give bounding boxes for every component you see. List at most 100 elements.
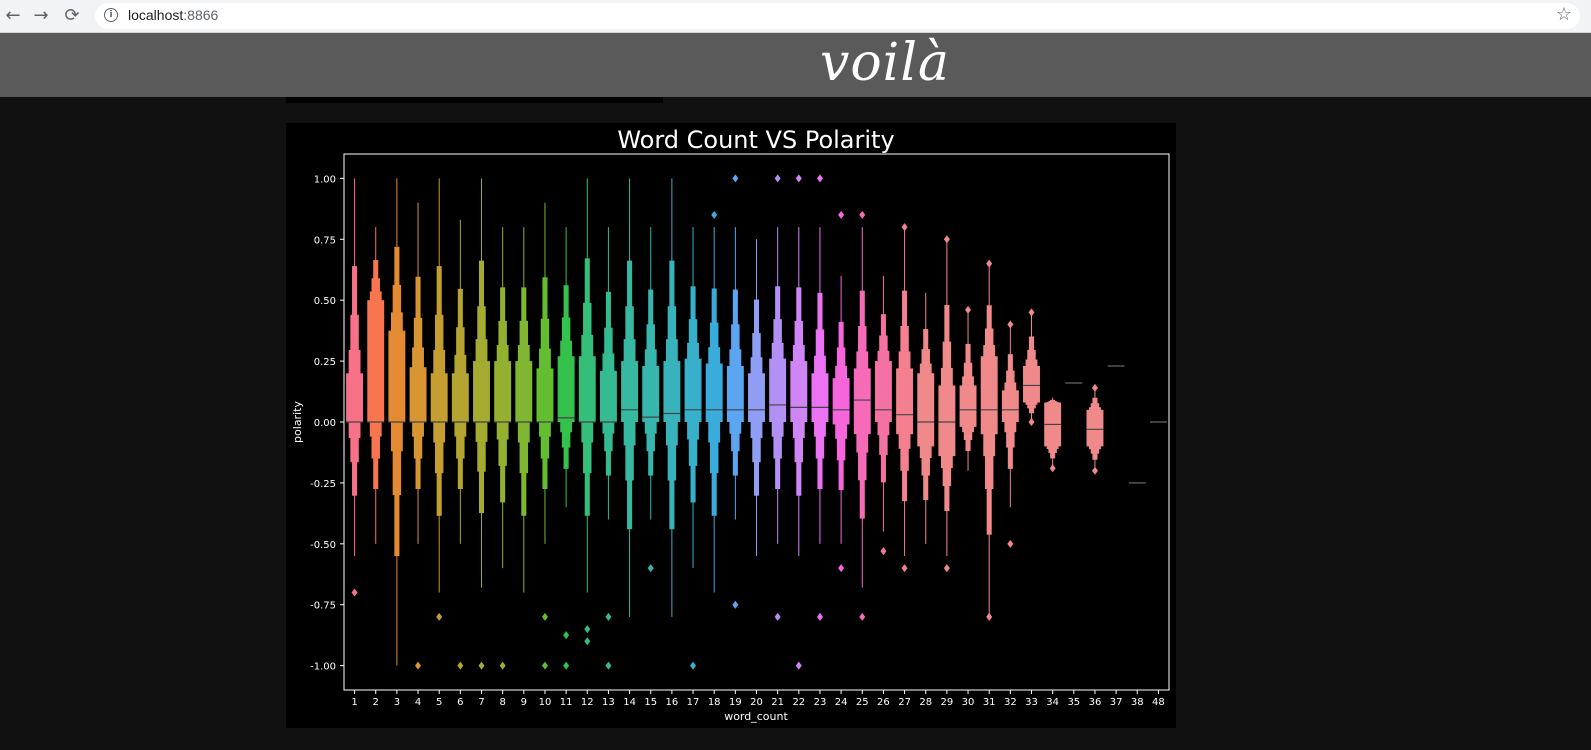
site-info-icon[interactable]: i bbox=[104, 8, 118, 22]
voila-header: voilà bbox=[0, 33, 1591, 97]
box-36 bbox=[1086, 383, 1104, 475]
iqr-box bbox=[663, 361, 681, 422]
box-19 bbox=[726, 174, 744, 609]
box-28 bbox=[917, 292, 935, 544]
box-17 bbox=[684, 227, 702, 670]
iqr-box bbox=[790, 361, 808, 422]
outlier-point bbox=[1091, 383, 1098, 392]
outlier-point bbox=[859, 210, 866, 219]
x-tick-label: 29 bbox=[941, 697, 954, 708]
box-14 bbox=[621, 178, 639, 617]
x-tick-label: 6 bbox=[457, 697, 463, 708]
outlier-point bbox=[351, 588, 358, 597]
box-33 bbox=[1023, 308, 1040, 426]
y-axis-label: polarity bbox=[291, 401, 304, 443]
outlier-point bbox=[1007, 320, 1014, 329]
box-2 bbox=[367, 227, 385, 544]
iqr-box bbox=[748, 373, 765, 422]
outlier-point bbox=[901, 564, 908, 573]
box-29 bbox=[938, 235, 956, 573]
outlier-point bbox=[478, 661, 485, 670]
back-icon[interactable]: ← bbox=[5, 5, 21, 26]
x-tick-label: 25 bbox=[856, 697, 869, 708]
box-5 bbox=[430, 178, 448, 621]
x-tick-label: 7 bbox=[478, 697, 484, 708]
x-tick-label: 38 bbox=[1131, 697, 1144, 708]
box-21 bbox=[769, 174, 787, 621]
reload-icon[interactable]: ⟳ bbox=[64, 5, 80, 26]
url-port: :8866 bbox=[183, 7, 219, 23]
outlier-point bbox=[457, 661, 464, 670]
box-1 bbox=[346, 178, 364, 597]
x-tick-label: 17 bbox=[687, 697, 700, 708]
box-23 bbox=[811, 174, 829, 621]
iqr-box bbox=[599, 370, 617, 422]
outlier-point bbox=[986, 612, 993, 621]
url-host: localhost bbox=[128, 7, 184, 23]
x-tick-label: 33 bbox=[1025, 697, 1038, 708]
iqr-box bbox=[1086, 409, 1104, 447]
chart-figure: Word Count VS Polarity 1.00 0.75 0.50 0.25 0… bbox=[286, 123, 1176, 728]
outlier-point bbox=[774, 174, 781, 183]
outlier-point bbox=[647, 564, 654, 573]
iqr-box bbox=[726, 365, 744, 422]
y-tick-label: 0.75 bbox=[314, 235, 336, 246]
outlier-point bbox=[880, 547, 887, 556]
iqr-box bbox=[1023, 365, 1040, 403]
box-31 bbox=[980, 259, 998, 621]
box-22 bbox=[790, 174, 808, 670]
y-tick-label: -1.00 bbox=[310, 662, 336, 673]
box-15 bbox=[642, 227, 660, 573]
outlier-point bbox=[1049, 464, 1056, 473]
iqr-box bbox=[769, 358, 787, 422]
x-tick-label: 34 bbox=[1046, 697, 1059, 708]
iqr-box bbox=[811, 373, 829, 422]
outlier-point bbox=[584, 625, 591, 634]
iqr-box bbox=[642, 365, 660, 422]
outlier-point bbox=[965, 305, 972, 314]
outlier-point bbox=[563, 631, 570, 640]
iqr-box bbox=[557, 356, 575, 422]
iqr-box bbox=[409, 367, 427, 422]
x-tick-label: 30 bbox=[962, 697, 975, 708]
iqr-box bbox=[705, 363, 723, 422]
x-tick-label: 8 bbox=[499, 697, 505, 708]
iqr-box bbox=[451, 373, 469, 422]
bookmark-star-icon[interactable]: ☆ bbox=[1555, 4, 1572, 25]
box-18 bbox=[705, 210, 723, 593]
boxen-plot: Word Count VS Polarity 1.00 0.75 0.50 0.25 0… bbox=[291, 126, 1170, 723]
box-11 bbox=[557, 227, 575, 670]
iqr-box bbox=[473, 361, 490, 422]
url-text: localhost:8866 bbox=[128, 7, 218, 23]
box-13 bbox=[599, 227, 617, 670]
x-tick-label: 2 bbox=[373, 697, 379, 708]
box-25 bbox=[853, 210, 871, 621]
iqr-box bbox=[621, 361, 639, 422]
outlier-point bbox=[415, 661, 422, 670]
forward-icon[interactable]: → bbox=[33, 5, 49, 26]
x-tick-label: 15 bbox=[644, 697, 657, 708]
iqr-box bbox=[430, 373, 448, 422]
outlier-point bbox=[541, 661, 548, 670]
x-tick-label: 22 bbox=[792, 697, 805, 708]
box-6 bbox=[451, 219, 469, 670]
iqr-box bbox=[684, 358, 702, 422]
iqr-box bbox=[515, 361, 533, 422]
outlier-point bbox=[943, 564, 950, 573]
outlier-point bbox=[563, 661, 570, 670]
x-tick-label: 23 bbox=[814, 697, 827, 708]
box-27 bbox=[896, 223, 914, 573]
address-bar[interactable]: i localhost:8866 ☆ bbox=[95, 3, 1580, 29]
iqr-box bbox=[917, 373, 935, 447]
outlier-point bbox=[711, 210, 718, 219]
box-24 bbox=[832, 210, 850, 573]
iqr-box bbox=[959, 385, 977, 427]
x-tick-label: 1 bbox=[351, 697, 357, 708]
box-16 bbox=[663, 178, 681, 617]
x-tick-label: 9 bbox=[521, 697, 527, 708]
box-4 bbox=[409, 202, 427, 670]
box-20 bbox=[748, 239, 765, 556]
iqr-box bbox=[536, 368, 554, 422]
x-tick-label: 21 bbox=[771, 697, 784, 708]
outlier-point bbox=[986, 259, 993, 268]
